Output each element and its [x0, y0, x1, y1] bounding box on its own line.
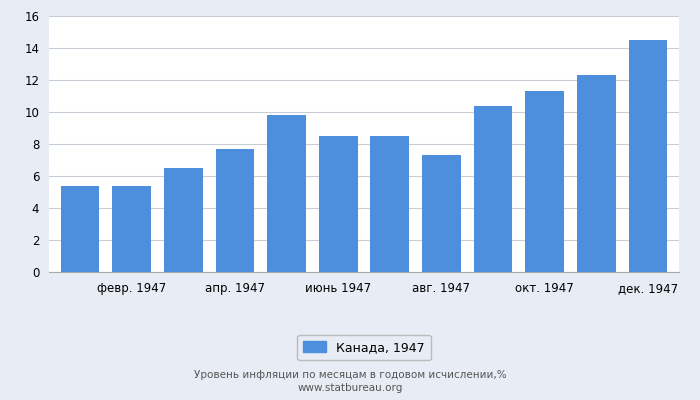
Bar	[474, 106, 512, 272]
Bar	[112, 186, 151, 272]
Legend: Канада, 1947: Канада, 1947	[298, 334, 430, 360]
Bar	[526, 91, 564, 272]
Bar	[577, 75, 616, 272]
Bar	[370, 136, 410, 272]
Text: www.statbureau.org: www.statbureau.org	[298, 383, 402, 393]
Bar	[164, 168, 202, 272]
Bar	[629, 40, 667, 272]
Text: Уровень инфляции по месяцам в годовом исчислении,%: Уровень инфляции по месяцам в годовом ис…	[194, 370, 506, 380]
Bar	[61, 186, 99, 272]
Bar	[216, 149, 254, 272]
Bar	[267, 115, 306, 272]
Bar	[318, 136, 358, 272]
Bar	[422, 155, 461, 272]
